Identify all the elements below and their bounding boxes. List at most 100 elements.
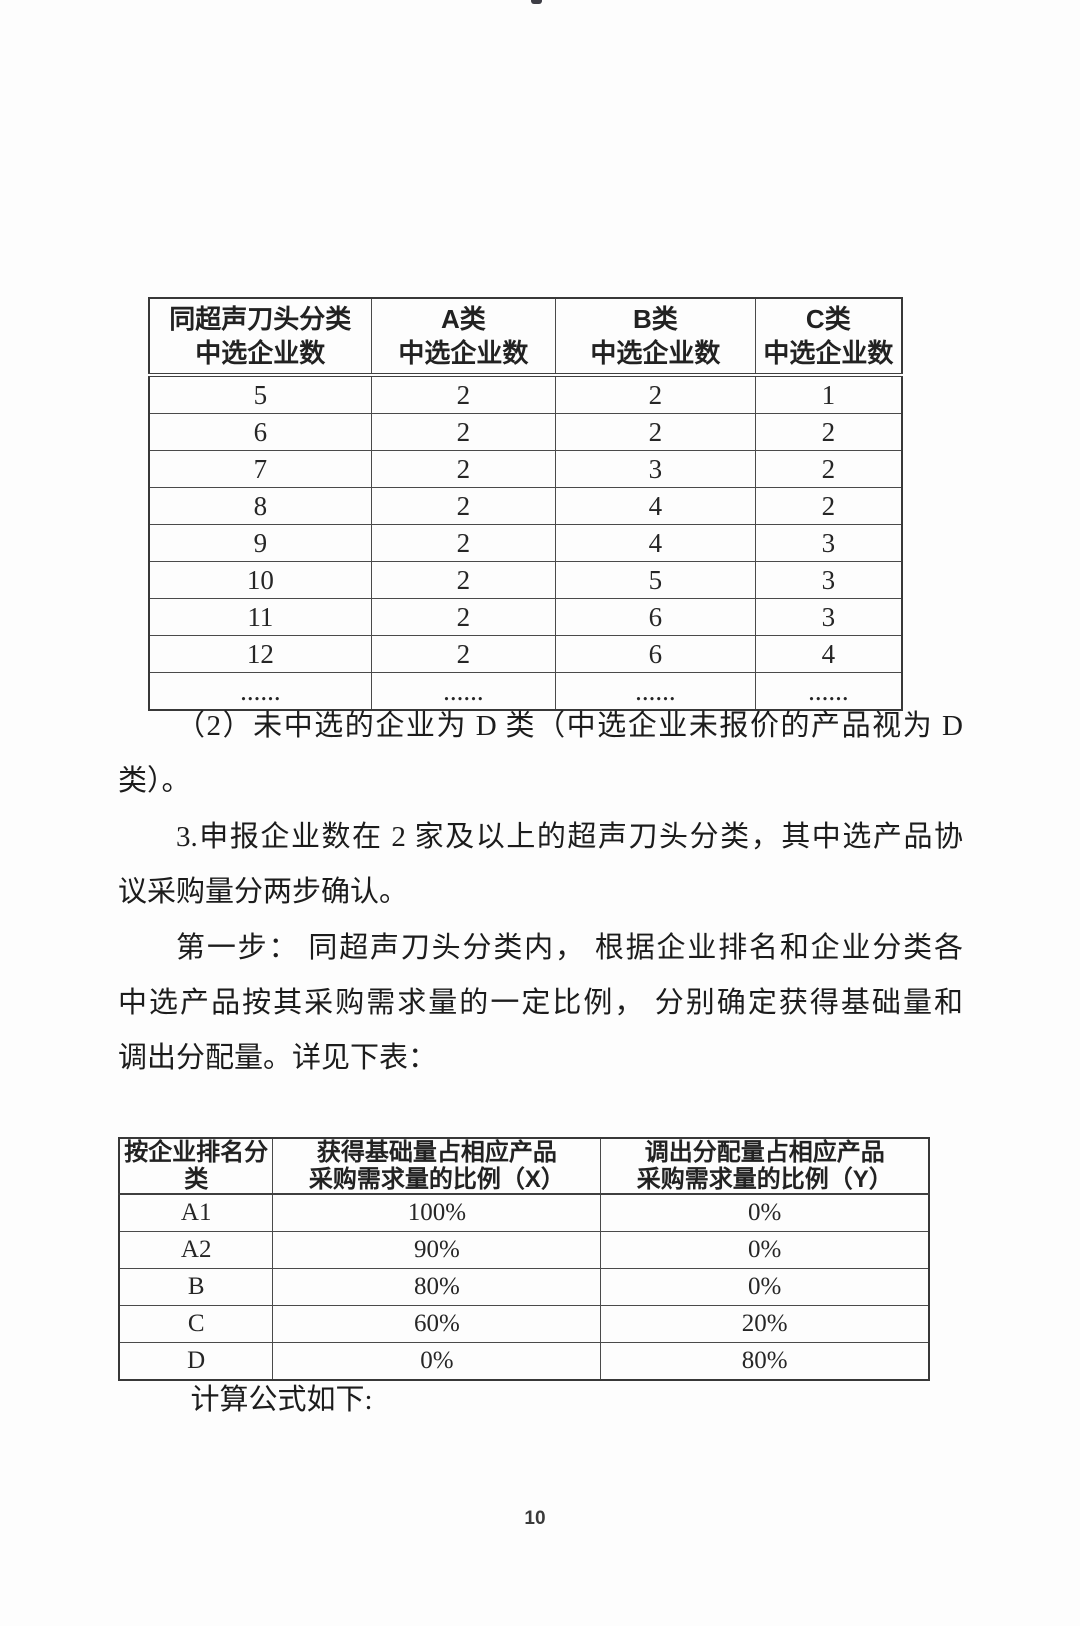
cell-class-a-count: 2 [370, 487, 557, 525]
cell-class-c-count: 3 [754, 598, 903, 636]
page-number: 10 [524, 1508, 546, 1529]
paragraph-line: （2）未中选的企业为 D 类（中选企业未报价的产品视为 D [176, 710, 963, 742]
paragraph-line: 调出分配量。详见下表： [118, 1042, 438, 1075]
cell-class-b-count: 4 [555, 524, 756, 562]
table-row: 11 2 6 3 [148, 598, 903, 636]
cell-class-b-count: 6 [555, 598, 756, 636]
table2-header-base-ratio-x: 获得基础量占相应产品 采购需求量的比例（X） [272, 1137, 602, 1195]
table1-header-class-c: C类 中选企业数 [754, 297, 903, 377]
cell-class-a-count: 2 [370, 374, 557, 414]
table2-header-ranking: 按企业排名分类 [118, 1137, 274, 1195]
table1-header-class-a: A类 中选企业数 [370, 297, 557, 377]
cell-base-ratio-x: 80% [272, 1268, 602, 1306]
cell-total-count: 12 [148, 635, 372, 673]
table-row: 12 2 6 4 [148, 635, 903, 673]
page-top-crop-artifact [531, 0, 542, 4]
closing-line: 计算公式如下: [190, 1384, 373, 1416]
ratio-allocation-table: 按企业排名分类 获得基础量占相应产品 采购需求量的比例（X） 调出分配量占相应产… [118, 1137, 930, 1381]
cell-transfer-ratio-y: 0% [600, 1231, 930, 1269]
cell-class-a-count: 2 [370, 561, 557, 599]
header-line-2: 采购需求量的比例（Y） [636, 1166, 893, 1193]
table-row: 10 2 5 3 [148, 561, 903, 599]
cell-ranking-class: C [118, 1305, 274, 1343]
header-line-1: 获得基础量占相应产品 [316, 1139, 557, 1166]
table-row: 7 2 3 2 [148, 450, 903, 488]
cell-class-c-count: 2 [754, 487, 903, 525]
cell-base-ratio-x: 60% [272, 1305, 602, 1343]
cell-base-ratio-x: 100% [272, 1193, 602, 1232]
cell-ranking-class: A1 [118, 1193, 274, 1232]
table-row: 9 2 4 3 [148, 524, 903, 562]
header-line-2: 中选企业数 [195, 338, 326, 368]
selected-enterprise-count-table: 同超声刀头分类 中选企业数 A类 中选企业数 B类 中选企业数 C类 中选企业数 [148, 297, 903, 711]
paragraph-line: 中选产品按其采购需求量的一定比例， 分别确定获得基础量和 [118, 987, 963, 1020]
cell-class-a-count: 2 [370, 598, 557, 636]
header-line-2: 采购需求量的比例（X） [308, 1166, 565, 1193]
table1-header-row: 同超声刀头分类 中选企业数 A类 中选企业数 B类 中选企业数 C类 中选企业数 [148, 297, 903, 377]
cell-total-count: 6 [148, 413, 372, 451]
header-line-1: 按企业排名分类 [124, 1139, 269, 1193]
table1-header-class-b: B类 中选企业数 [555, 297, 756, 377]
paragraph-line: 3.申报企业数在 2 家及以上的超声刀头分类，其中选产品协 [176, 820, 963, 853]
table-row: ...... ...... ...... ...... [148, 672, 903, 711]
cell-transfer-ratio-y: 20% [600, 1305, 930, 1343]
cell-total-count: 10 [148, 561, 372, 599]
cell-class-c-count: ...... [754, 672, 903, 711]
table-row: C 60% 20% [118, 1305, 930, 1343]
paragraph-line: 类）。 [118, 765, 191, 798]
table-row: 5 2 2 1 [148, 374, 903, 414]
table-row: B 80% 0% [118, 1268, 930, 1306]
cell-base-ratio-x: 90% [272, 1231, 602, 1269]
header-line-1: 同超声刀头分类 [169, 304, 352, 334]
paragraph-line: 议采购量分两步确认。 [118, 876, 409, 909]
cell-ranking-class: A2 [118, 1231, 274, 1269]
cell-class-c-count: 3 [754, 524, 903, 562]
cell-class-b-count: 2 [555, 413, 756, 451]
cell-total-count: 5 [148, 374, 372, 414]
cell-class-a-count: 2 [370, 635, 557, 673]
cell-class-c-count: 1 [754, 374, 903, 414]
cell-class-b-count: 5 [555, 561, 756, 599]
cell-class-b-count: 2 [555, 374, 756, 414]
header-line-1: C类 [805, 304, 851, 334]
cell-ranking-class: D [118, 1342, 274, 1381]
cell-class-b-count: ...... [555, 672, 756, 711]
paragraph-line: 第一步： 同超声刀头分类内， 根据企业排名和企业分类各 [176, 931, 963, 964]
cell-class-b-count: 3 [555, 450, 756, 488]
cell-total-count: 9 [148, 524, 372, 562]
body-text: （2）未中选的企业为 D 类（中选企业未报价的产品视为 D 类）。 3.申报企业数在… [118, 699, 963, 1087]
table2-header-row: 按企业排名分类 获得基础量占相应产品 采购需求量的比例（X） 调出分配量占相应产… [118, 1137, 930, 1195]
cell-ranking-class: B [118, 1268, 274, 1306]
cell-transfer-ratio-y: 0% [600, 1193, 930, 1232]
cell-total-count: ...... [148, 672, 372, 711]
header-line-2: 中选企业数 [398, 338, 529, 368]
cell-class-a-count: 2 [370, 450, 557, 488]
header-line-2: 中选企业数 [763, 338, 894, 368]
cell-class-a-count: 2 [370, 524, 557, 562]
table1-header-classification: 同超声刀头分类 中选企业数 [148, 297, 372, 377]
header-line-1: 调出分配量占相应产品 [644, 1139, 885, 1166]
table-row: A1 100% 0% [118, 1193, 930, 1232]
cell-class-c-count: 3 [754, 561, 903, 599]
header-line-1: A类 [440, 304, 486, 334]
table-row: A2 90% 0% [118, 1231, 930, 1269]
cell-transfer-ratio-y: 80% [600, 1342, 930, 1381]
header-line-2: 中选企业数 [590, 338, 721, 368]
cell-total-count: 11 [148, 598, 372, 636]
cell-total-count: 8 [148, 487, 372, 525]
table-row: D 0% 80% [118, 1342, 930, 1381]
table-row: 6 2 2 2 [148, 413, 903, 451]
cell-class-b-count: 4 [555, 487, 756, 525]
cell-class-c-count: 2 [754, 450, 903, 488]
cell-base-ratio-x: 0% [272, 1342, 602, 1381]
cell-total-count: 7 [148, 450, 372, 488]
cell-class-a-count: ...... [370, 672, 557, 711]
cell-class-c-count: 4 [754, 635, 903, 673]
table-row: 8 2 4 2 [148, 487, 903, 525]
cell-class-b-count: 6 [555, 635, 756, 673]
table2-header-transfer-ratio-y: 调出分配量占相应产品 采购需求量的比例（Y） [600, 1137, 930, 1195]
cell-class-c-count: 2 [754, 413, 903, 451]
header-line-1: B类 [632, 304, 678, 334]
cell-class-a-count: 2 [370, 413, 557, 451]
